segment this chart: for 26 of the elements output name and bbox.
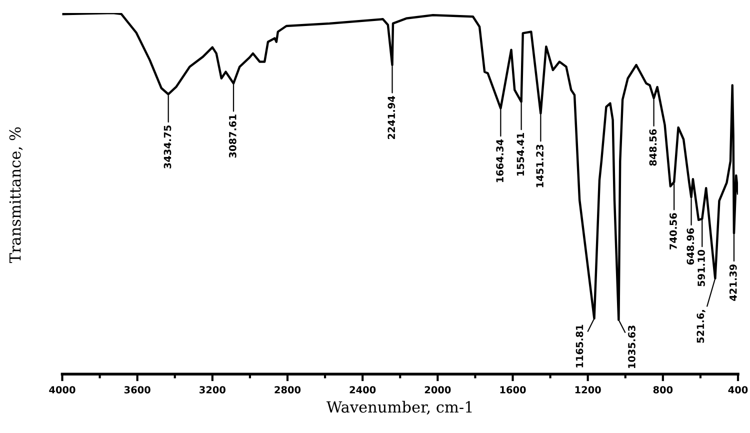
annotation: 421.39 <box>729 264 737 301</box>
annotation: 591.10 <box>698 250 705 286</box>
x-tick-label: 800 <box>653 386 673 394</box>
annotation: 2241.94 <box>388 96 396 140</box>
x-tick-label: 2400 <box>350 386 376 394</box>
x-axis-title: Wavenumber, cm-1 <box>326 400 472 415</box>
annotation: 648.96 <box>686 228 694 265</box>
x-tick-label: 4000 <box>49 386 76 394</box>
x-tick-label: 400 <box>728 386 748 394</box>
annotation: 521.6, <box>696 310 706 343</box>
x-tick-label: 2000 <box>424 386 451 394</box>
annotation: 848.56 <box>649 129 657 166</box>
annotation: 1035.63 <box>628 326 636 368</box>
x-tick-label: 2800 <box>274 386 301 394</box>
annotation: 1554.41 <box>516 133 524 176</box>
x-tick-label: 1200 <box>575 386 601 394</box>
x-tick-label: 1600 <box>500 386 526 394</box>
annotation: 1664.34 <box>496 139 504 182</box>
annotation: 3434.75 <box>164 125 172 168</box>
y-axis-title: Transmittance, % <box>9 127 23 264</box>
annotation: 740.56 <box>670 213 677 250</box>
x-tick-label: 3200 <box>200 386 226 394</box>
annotation: 3087.61 <box>228 114 236 158</box>
annotation: 1165.81 <box>576 324 584 368</box>
annotation: 1451.23 <box>536 144 544 188</box>
x-tick-label: 3600 <box>124 386 150 394</box>
